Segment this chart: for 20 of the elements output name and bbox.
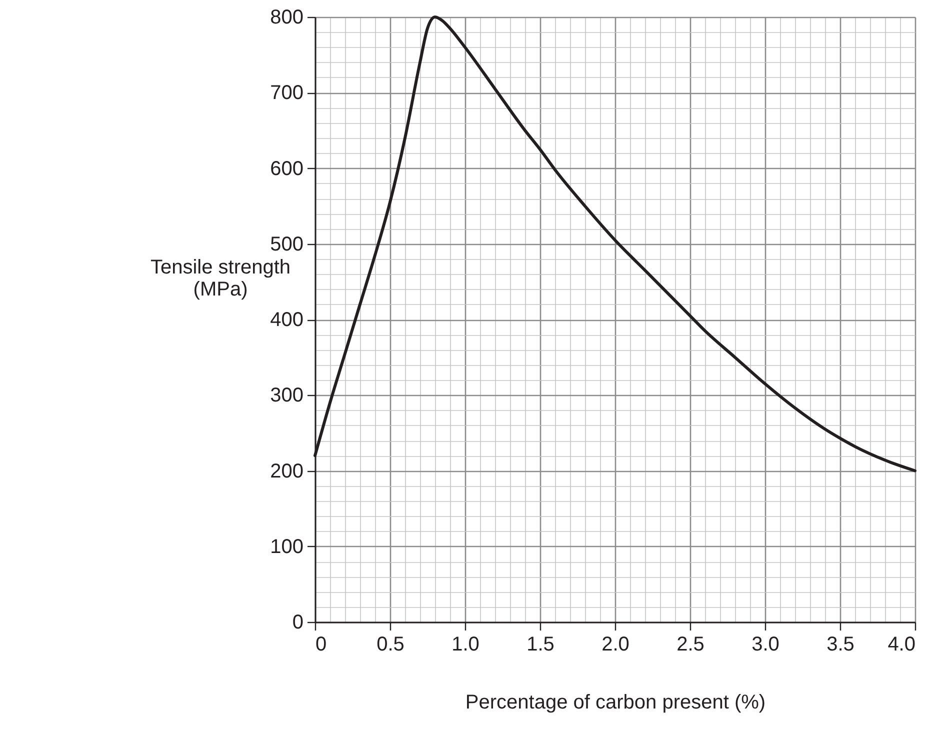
x-tick-label: 0.5 [376,634,404,656]
y-tick-label: 800 [270,6,304,28]
x-axis-title: Percentage of carbon present (%) [465,692,766,714]
y-tick-label: 200 [270,460,304,482]
y-tick-label: 100 [270,536,304,558]
x-tick-label: 1.0 [452,634,480,656]
y-tick-label: 400 [270,309,304,331]
x-tick-label: 2.5 [676,634,704,656]
x-tick-label: 2.0 [602,634,630,656]
y-tick-label: 300 [270,384,304,407]
x-tick-label: 3.5 [826,634,854,656]
x-tick-label: 0 [316,634,327,656]
x-tick-label: 3.0 [752,634,780,656]
y-tick-label: 0 [292,612,304,634]
x-tick-label: 4.0 [888,634,916,656]
y-axis-title: Tensile strength (MPa) [150,256,291,300]
x-tick-label: 1.5 [526,634,554,656]
y-tick-label: 700 [270,82,304,104]
y-tick-label: 600 [270,158,304,180]
y-tick-label: 500 [270,233,304,256]
